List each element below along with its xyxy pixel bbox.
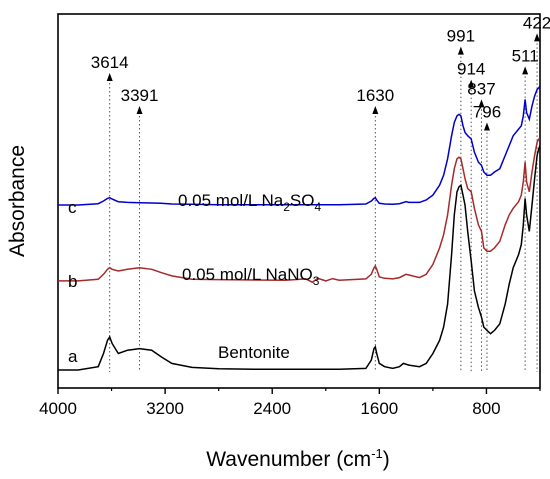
peak-arrow-991 (457, 46, 464, 55)
peak-arrow-914 (468, 79, 475, 88)
peak-arrow-3614 (106, 73, 113, 81)
peak-label-991: 991 (447, 27, 475, 46)
peak-label-796: 796 (473, 103, 501, 122)
peak-label-422: 422 (523, 13, 550, 32)
x-axis-title: Wavenumber (cm-1) (206, 446, 390, 471)
peak-label-3614: 3614 (91, 53, 129, 72)
series-label-c: 0.05 mol/L Na2SO4 (178, 191, 321, 214)
series-line-b (58, 138, 540, 284)
series-label-b: 0.05 mol/L NaNO3 (182, 265, 320, 288)
series-labels: a Bentonite b 0.05 mol/L NaNO3 c 0.05 mol/L N… (68, 191, 321, 366)
peak-label-511: 511 (512, 46, 539, 65)
series-letter-b: b (68, 272, 77, 291)
peak-arrow-422 (534, 33, 541, 42)
x-tick-label-1600: 1600 (360, 399, 398, 418)
series-letter-c: c (68, 198, 77, 217)
peak-arrow-511 (522, 66, 529, 75)
peak-arrow-837 (478, 99, 485, 108)
series-label-a: Bentonite (218, 343, 290, 362)
peak-label-1630: 1630 (356, 86, 394, 105)
x-axis-ticks: 4000 3200 2400 1600 800 (39, 388, 541, 418)
x-tick-label-3200: 3200 (146, 399, 184, 418)
plot-frame (57, 13, 541, 389)
peak-label-3391: 3391 (121, 86, 159, 105)
series-line-c (58, 85, 541, 206)
x-tick-label-800: 800 (472, 399, 500, 418)
dotted-reference-lines (109, 39, 538, 372)
peak-arrow-3391 (136, 106, 143, 114)
peak-arrow-796 (483, 122, 490, 131)
peak-label-837: 837 (467, 79, 495, 98)
spectra-series (58, 85, 541, 371)
x-tick-label-4000: 4000 (39, 399, 77, 418)
series-letter-a: a (68, 347, 78, 366)
x-tick-label-2400: 2400 (253, 399, 291, 418)
series-line-a (58, 145, 541, 371)
peak-label-914: 914 (457, 60, 485, 79)
y-axis-title: Absorbance (6, 145, 29, 257)
peak-arrow-1630 (372, 106, 379, 114)
